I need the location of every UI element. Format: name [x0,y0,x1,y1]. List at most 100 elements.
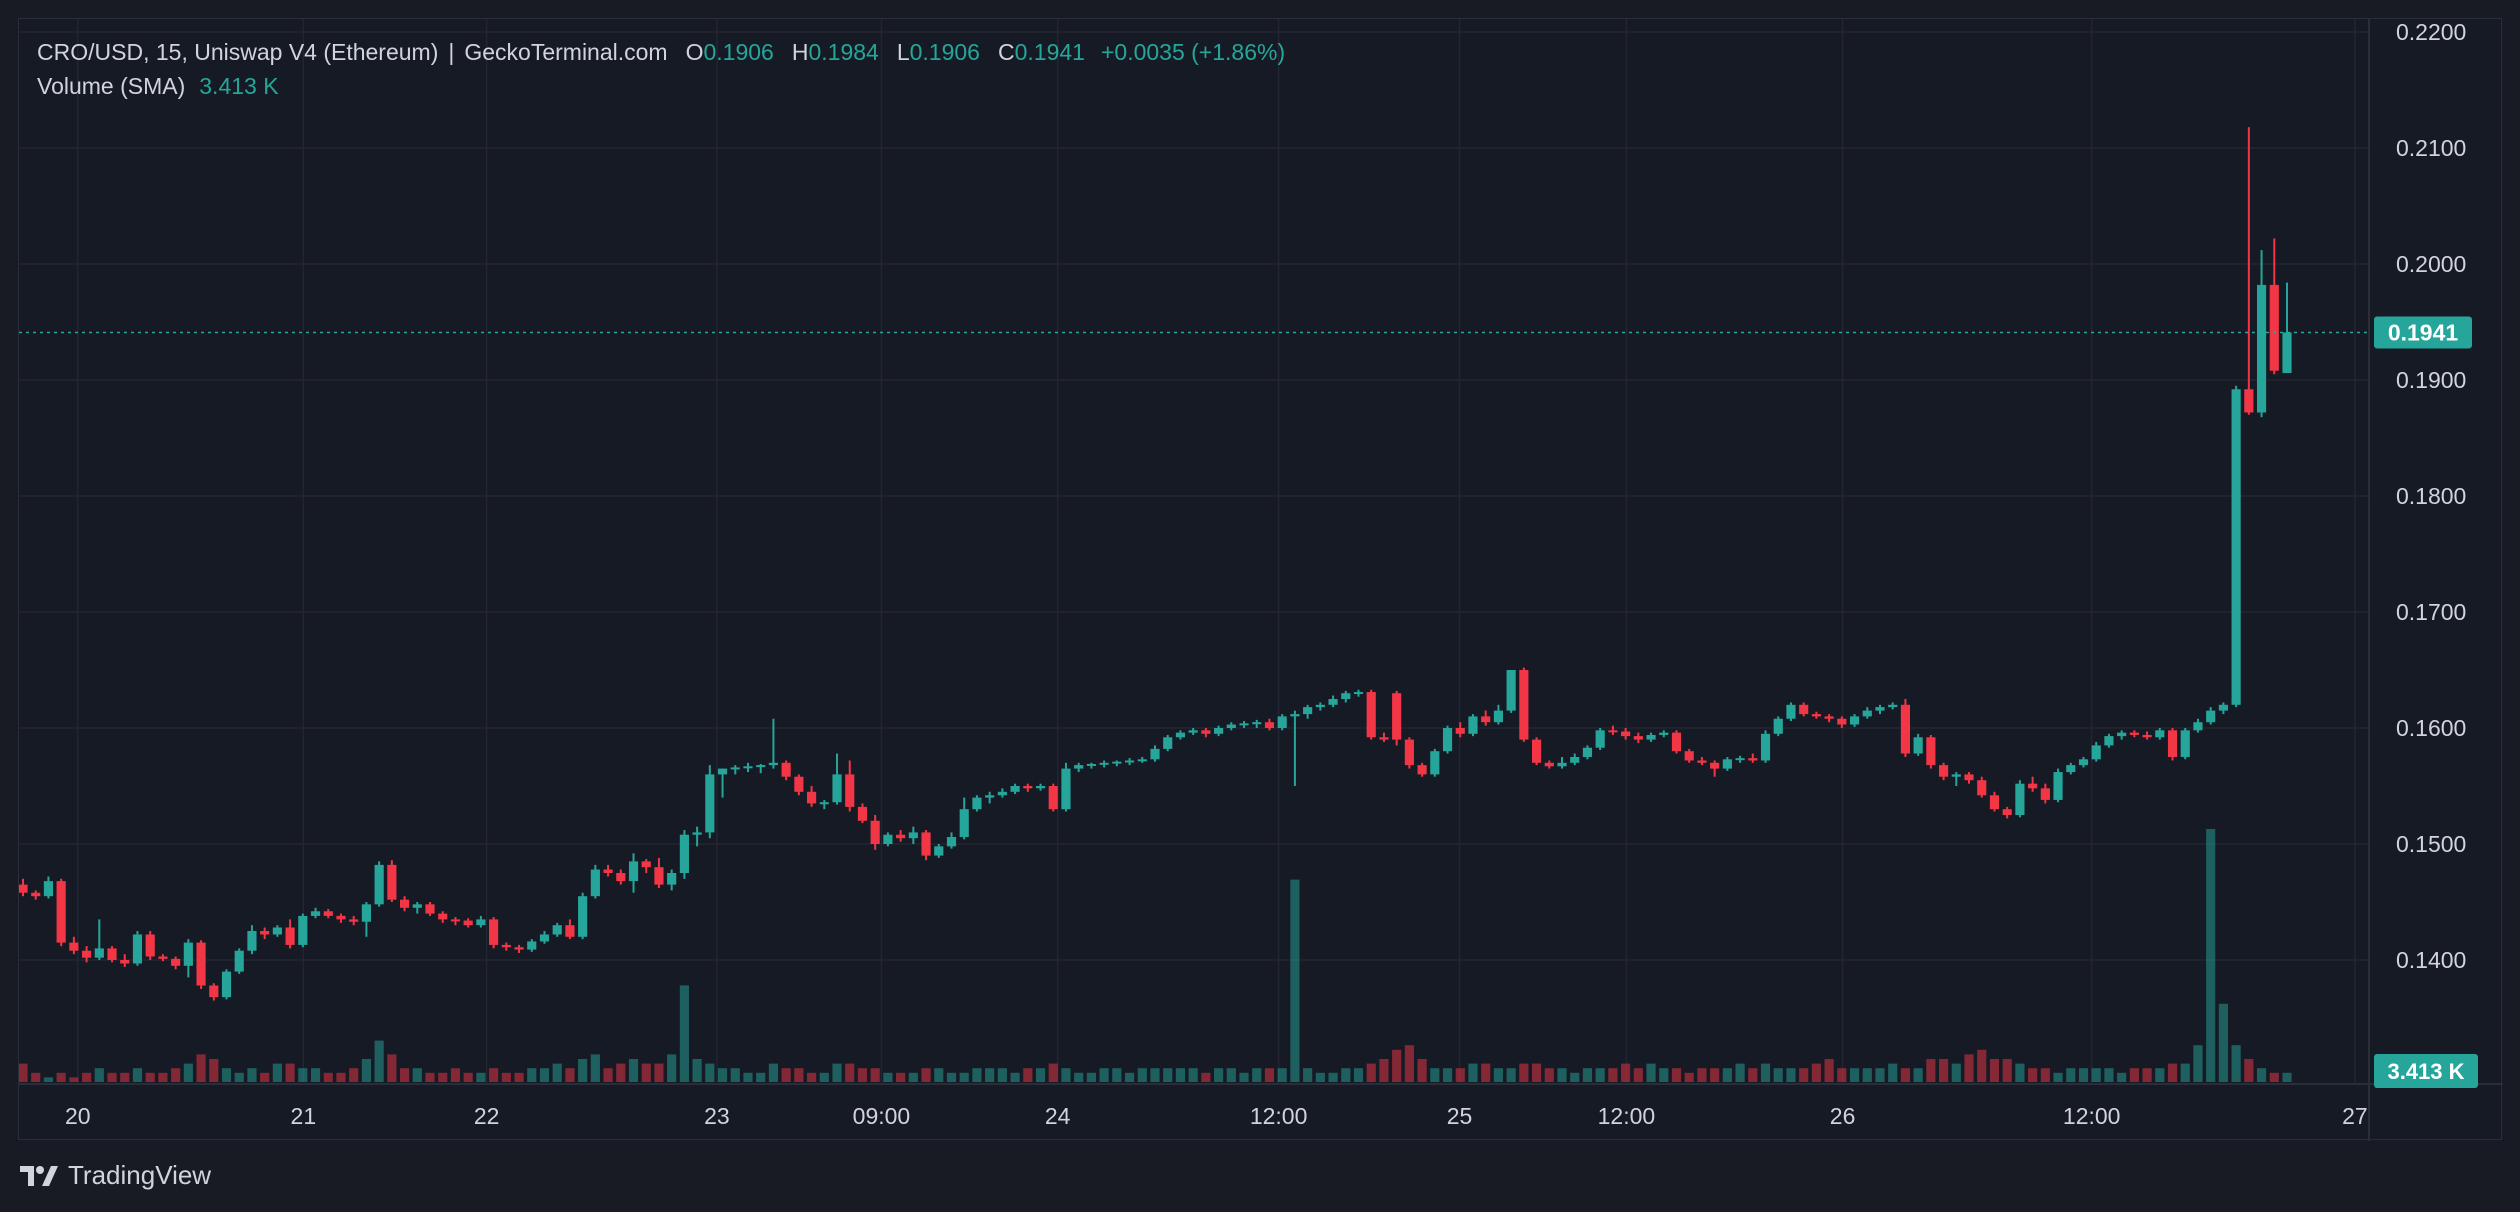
candle-body [1926,737,1936,766]
volume-bar [171,1068,181,1082]
candle-body [1353,692,1364,695]
volume-bar [946,1072,957,1082]
volume-bar [425,1072,435,1082]
candle-body [1303,707,1313,715]
volume-bar [1811,1063,1821,1082]
volume-bar [387,1054,397,1082]
volume-bar [1379,1059,1389,1082]
volume-bar [1061,1068,1071,1082]
volume-bar [2002,1059,2012,1082]
x-tick-label: 25 [1447,1103,1473,1129]
volume-bar [1353,1068,1364,1082]
tradingview-logo[interactable]: TradingView [20,1160,211,1191]
volume-bar [1939,1059,1949,1082]
candle-body [1379,737,1389,740]
volume-bar [1926,1059,1936,1082]
tradingview-logo-icon [20,1165,58,1186]
volume-value: 3.413 K [199,73,279,99]
candle-body [628,861,639,882]
volume-bar [2218,1003,2228,1082]
volume-bar [2104,1068,2114,1082]
volume-bar [1201,1072,1211,1082]
candle-body [1506,670,1516,711]
candle-body [1951,774,1961,777]
candle-body [1913,737,1923,754]
candle-body [1824,716,1834,719]
y-tick-label: 0.2100 [2396,135,2466,161]
candle-body [2040,788,2050,800]
x-tick-label: 24 [1045,1103,1071,1129]
volume-bar [552,1063,562,1082]
volume-bar [1913,1068,1923,1082]
candle-body [1455,728,1465,734]
candle-body [1239,723,1249,726]
volume-bar [1366,1063,1376,1082]
volume-bar [667,1054,677,1082]
candle-body [1633,736,1643,740]
candle-body [1519,670,1529,740]
volume-bar [399,1068,410,1082]
candle-body [1404,739,1414,766]
volume-bar [921,1068,931,1082]
volume-bar [2206,829,2216,1082]
candle-body [1048,786,1058,810]
candle-body [1201,730,1211,734]
candle-body [1939,765,1949,777]
volume-bar [1837,1068,1847,1082]
candle-body [768,762,779,766]
y-tick-label: 0.1400 [2396,947,2466,973]
chart-legend: CRO/USD, 15, Uniswap V4 (Ethereum) | Gec… [37,35,1285,103]
candle-body [616,873,626,882]
candle-body [1875,707,1885,711]
volume-bar [31,1072,41,1082]
y-tick-label: 0.1800 [2396,483,2466,509]
volume-bar [158,1072,168,1082]
volume-bar [1303,1068,1313,1082]
volume-bar [19,1063,28,1082]
volume-bar [489,1068,499,1082]
volume-bar [1137,1068,1147,1082]
volume-bar [705,1063,715,1082]
volume-bar [2244,1059,2254,1082]
candle-body [94,948,104,958]
candle-body [2180,730,2190,757]
volume-bar [578,1059,588,1082]
volume-bar [1214,1068,1224,1082]
candle-body [1188,730,1198,733]
volume-bar [743,1072,753,1082]
candlestick-chart[interactable]: 0.2200 0.2100 0.2000 0.1900 0.1800 0.1700 0.16… [19,19,2503,1141]
volume-bar [870,1068,880,1082]
volume-bar [768,1063,779,1082]
volume-bar [1697,1068,1707,1082]
chart-frame[interactable]: 0.2200 0.2100 0.2000 0.1900 0.1800 0.1700 0.16… [18,18,2503,1141]
volume-bar [819,1072,829,1082]
candle-body [43,881,54,897]
volume-bar [1290,879,1300,1082]
volume-bar [2091,1068,2101,1082]
volume-bar [1226,1068,1236,1082]
candle-body [425,904,435,914]
candle-body [654,867,664,885]
candle-body [196,942,206,986]
candle-body [209,985,219,998]
volume-bar [997,1068,1007,1082]
volume-bar [1900,1068,1911,1082]
volume-bar [1544,1068,1554,1082]
volume-bar [717,1068,728,1082]
candle-body [819,802,829,805]
low-label: L [896,39,910,65]
candle-body [832,774,842,803]
candle-body [1989,795,2000,810]
candle-body [2155,730,2165,738]
volume-bar [1341,1068,1351,1082]
candle-body [1086,763,1096,766]
candle-body [641,861,651,868]
candle-body [1214,728,1224,734]
candle-body [132,934,143,964]
legend-row-price: CRO/USD, 15, Uniswap V4 (Ethereum) | Gec… [37,35,1285,69]
close-value: 0.1941 [1014,39,1085,65]
volume-bar [934,1068,944,1082]
candle-body [2078,759,2089,766]
candle-body [565,925,575,937]
candle-body [1531,739,1542,763]
